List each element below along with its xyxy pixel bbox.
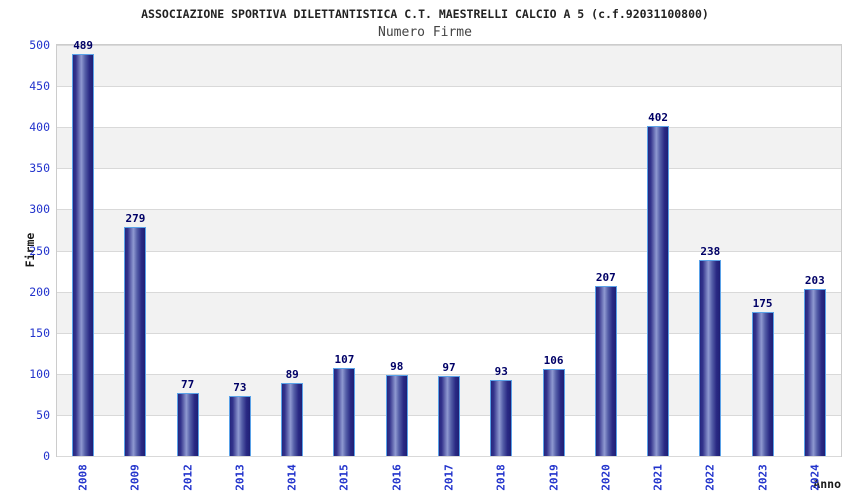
bar-value-label: 107 — [334, 353, 355, 367]
plot-band — [57, 45, 841, 87]
gridline — [57, 209, 841, 211]
y-tick-label: 100 — [29, 366, 50, 381]
bar-value-label: 106 — [543, 353, 564, 367]
x-tick-label: 2024 — [808, 464, 822, 491]
x-tick-label: 2017 — [442, 464, 456, 491]
bar-2017 — [438, 376, 460, 456]
bar-value-label: 402 — [648, 110, 668, 124]
bar-value-label: 98 — [390, 360, 404, 374]
x-tick-label: 2012 — [181, 464, 195, 491]
y-tick-label: 50 — [36, 407, 50, 422]
x-tick-label: 2022 — [703, 464, 717, 491]
x-tick-label: 2016 — [390, 464, 404, 491]
x-tick-label: 2023 — [756, 464, 770, 491]
bar-2013 — [228, 396, 251, 456]
y-tick-label: 250 — [29, 243, 50, 258]
bar-value-label: 89 — [285, 367, 299, 381]
gridline — [57, 86, 841, 88]
gridline — [57, 45, 841, 46]
bar-value-label: 207 — [595, 270, 616, 284]
bar-value-label: 203 — [804, 274, 825, 288]
bar-value-label: 489 — [73, 39, 94, 53]
bar-2014 — [281, 382, 304, 456]
bar-value-label: 97 — [442, 361, 456, 375]
y-tick-label: 0 — [43, 449, 50, 463]
gridline — [57, 250, 841, 252]
gridline — [57, 127, 841, 129]
bar-value-label: 77 — [181, 377, 195, 391]
plot-area: 489 279 77 73 89 107 98 97 93 106 207 402 238 175 203 — [56, 39, 842, 457]
x-axis-title: Anno — [813, 477, 841, 491]
bar-2016 — [385, 375, 408, 456]
bar-2022 — [699, 260, 722, 456]
bar-2012 — [176, 392, 199, 456]
bar-2008 — [72, 54, 95, 456]
bar-2023 — [751, 312, 774, 456]
x-tick-label: 2013 — [233, 464, 247, 491]
gridline — [57, 168, 841, 170]
bar-value-label: 238 — [700, 245, 721, 259]
y-tick-label: 400 — [29, 120, 50, 135]
gridline — [57, 291, 841, 293]
y-tick-label: 300 — [29, 202, 50, 217]
x-tick-label: 2014 — [285, 464, 299, 491]
y-tick-label: 450 — [29, 79, 50, 94]
gridline — [57, 373, 841, 375]
plot-band — [57, 127, 841, 169]
x-tick-label: 2018 — [494, 464, 508, 491]
plot-band — [57, 209, 841, 251]
bar-value-label: 279 — [125, 211, 146, 225]
chart-subtitle: Numero Firme — [378, 25, 472, 40]
plot-band — [57, 291, 841, 333]
bar-2018 — [490, 379, 513, 456]
bar-2021 — [647, 125, 670, 456]
x-tick-label: 2009 — [128, 464, 142, 491]
y-tick-label: 500 — [29, 38, 50, 52]
gridline — [57, 456, 841, 457]
bar-2009 — [124, 226, 147, 456]
chart-title: ASSOCIAZIONE SPORTIVA DILETTANTISTICA C.… — [141, 7, 709, 21]
x-tick-label: 2008 — [76, 464, 90, 491]
y-tick-label: 150 — [29, 325, 50, 340]
bar-value-label: 73 — [233, 381, 247, 394]
bar-value-label: 93 — [494, 364, 508, 378]
bar-value-label: 175 — [752, 297, 773, 311]
bar-2015 — [333, 368, 356, 456]
x-tick-label: 2015 — [337, 464, 351, 491]
bar-2020 — [594, 285, 617, 456]
y-tick-label: 200 — [29, 284, 50, 299]
gridline — [57, 332, 841, 334]
x-tick-label: 2020 — [599, 464, 613, 491]
bar-2024 — [803, 289, 826, 456]
bar-2019 — [542, 368, 565, 456]
x-tick-label: 2021 — [651, 464, 665, 491]
x-tick-label: 2019 — [547, 464, 561, 491]
y-tick-label: 350 — [29, 161, 50, 176]
